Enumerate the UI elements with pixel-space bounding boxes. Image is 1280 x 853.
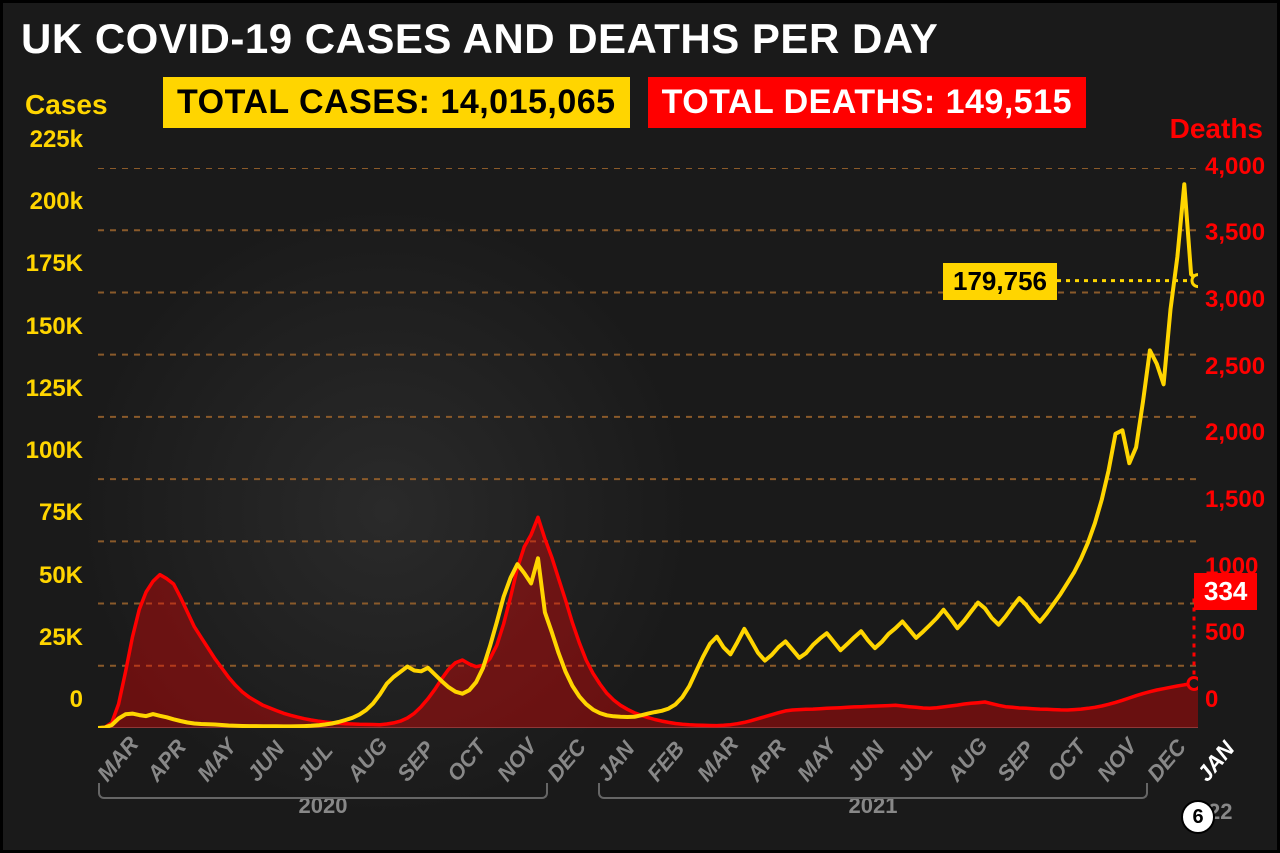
y-left-tick: 75K: [0, 499, 83, 527]
totals-row: TOTAL CASES: 14,015,065 TOTAL DEATHS: 14…: [163, 77, 1086, 128]
callout-cases: 179,756: [943, 263, 1057, 300]
year-bracket: 2021: [598, 793, 1148, 819]
chart-title: UK COVID-19 CASES AND DEATHS PER DAY: [3, 3, 1277, 67]
x-month-tick: MAR: [692, 732, 744, 787]
y-right-tick: 4,000: [1205, 153, 1280, 181]
x-month-tick: JUL: [292, 738, 339, 787]
end-date-circle: 6: [1181, 800, 1215, 834]
y-left-tick: 175K: [0, 250, 83, 278]
x-month-tick: OCT: [442, 734, 492, 786]
y-right-tick: 2,000: [1205, 419, 1280, 447]
x-month-tick: FEB: [642, 736, 690, 786]
y-left-tick: 125K: [0, 375, 83, 403]
year-bracket: 2020: [98, 793, 548, 819]
y-left-tick: 25K: [0, 624, 83, 652]
y-right-ticks: 050010001,5002,0002,5003,0003,5004,000: [1197, 168, 1277, 728]
y-right-tick: 2,500: [1205, 353, 1280, 381]
y-left-ticks: 025K50K75K100K125K150K175K200k225k: [3, 168, 91, 728]
plot-area: [98, 168, 1198, 728]
x-month-tick: AUG: [342, 733, 393, 787]
x-ticks: MARAPRMAYJUNJULAUGSEPOCTNOVDECJANFEBMARA…: [98, 728, 1198, 788]
x-month-tick: MAY: [192, 734, 242, 787]
y-axis-right-label: Deaths: [1170, 113, 1263, 145]
y-right-tick: 500: [1205, 619, 1280, 647]
y-right-tick: 0: [1205, 686, 1280, 714]
y-left-tick: 0: [0, 686, 83, 714]
x-month-tick: AUG: [942, 733, 993, 787]
y-right-tick: 3,000: [1205, 286, 1280, 314]
x-month-tick: MAY: [792, 734, 842, 787]
y-right-tick: 1,500: [1205, 486, 1280, 514]
x-month-tick: JAN: [592, 736, 640, 786]
y-left-tick: 150K: [0, 313, 83, 341]
x-month-tick: JUN: [242, 736, 290, 786]
x-month-tick: SEP: [992, 736, 1040, 786]
y-right-tick: 3,500: [1205, 219, 1280, 247]
chart-container: UK COVID-19 CASES AND DEATHS PER DAY Cas…: [0, 0, 1280, 853]
x-month-tick: OCT: [1042, 734, 1092, 786]
total-cases-box: TOTAL CASES: 14,015,065: [163, 77, 630, 128]
x-month-tick: JUL: [892, 738, 939, 787]
x-month-tick: JAN: [1192, 736, 1240, 786]
x-month-tick: SEP: [392, 736, 440, 786]
x-month-tick: NOV: [1092, 733, 1143, 786]
x-month-tick: DEC: [542, 734, 592, 786]
x-month-tick: MAR: [92, 732, 144, 787]
total-deaths-box: TOTAL DEATHS: 149,515: [648, 77, 1086, 128]
y-axis-left-label: Cases: [25, 89, 108, 121]
x-month-tick: APR: [142, 734, 192, 786]
x-month-tick: DEC: [1142, 734, 1192, 786]
callout-deaths: 334: [1194, 573, 1257, 610]
y-left-tick: 225k: [0, 126, 83, 154]
y-left-tick: 200k: [0, 188, 83, 216]
x-month-tick: NOV: [492, 733, 543, 786]
x-month-tick: APR: [742, 734, 792, 786]
y-left-tick: 100K: [0, 437, 83, 465]
y-left-tick: 50K: [0, 562, 83, 590]
x-month-tick: JUN: [842, 736, 890, 786]
